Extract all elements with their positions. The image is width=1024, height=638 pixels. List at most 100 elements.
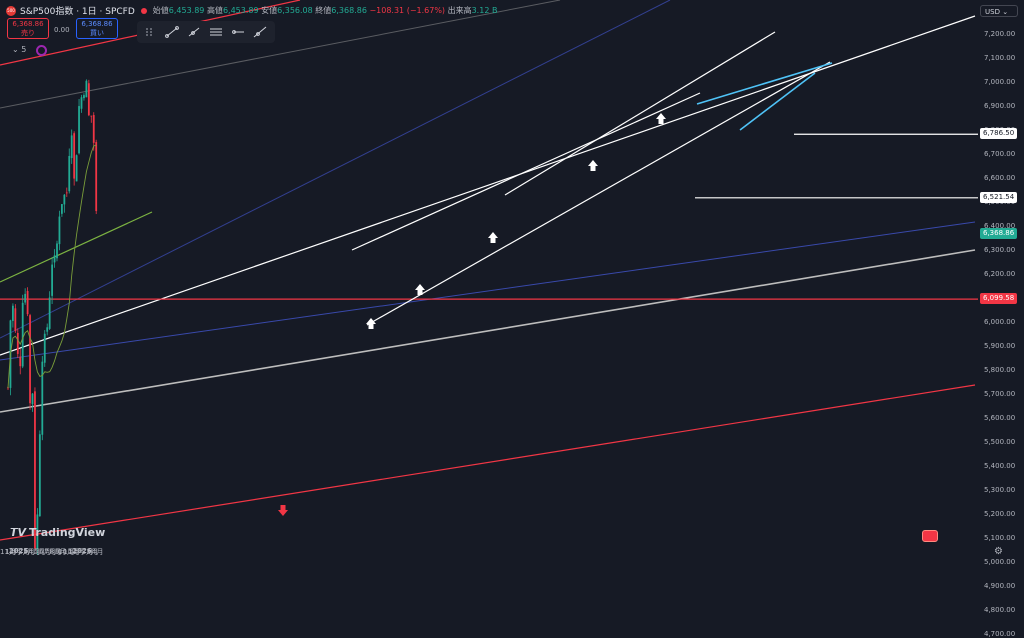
- price-chart[interactable]: [0, 0, 1024, 562]
- x-tick-label: 7月: [44, 548, 56, 556]
- y-tick-label: 6,900.00: [984, 102, 1016, 110]
- collapse-icon: ⌄: [12, 45, 22, 54]
- candle-body: [95, 142, 98, 212]
- ohlc-value: 6,453.89: [168, 6, 207, 15]
- candle-body: [75, 155, 78, 182]
- candle-body: [16, 332, 19, 354]
- chevron-down-icon: ⌄: [1002, 8, 1009, 16]
- y-tick-label: 5,500.00: [984, 438, 1016, 446]
- tv-logo-icon: 𝙏𝙑: [10, 526, 27, 539]
- candle-body: [19, 356, 22, 367]
- cyan-wedge-upper[interactable]: [696, 62, 833, 105]
- event-flag-icon[interactable]: [922, 530, 938, 542]
- market-status-dot: [140, 7, 147, 14]
- candle-body: [43, 333, 46, 363]
- candle-body: [46, 327, 49, 332]
- y-tick-label: 6,200.00: [984, 270, 1016, 278]
- x-tick-label: 3月: [86, 548, 98, 556]
- symbol-icon: 500: [6, 5, 16, 16]
- candle-body: [24, 293, 27, 303]
- up-arrow-marker-icon[interactable]: [366, 318, 376, 329]
- currency-selector[interactable]: USD ⌄: [980, 5, 1018, 17]
- candle-body: [83, 95, 85, 99]
- drag-handle-icon[interactable]: [143, 26, 157, 38]
- x-tick-label: 2月: [81, 548, 94, 556]
- ohlc-value: 3.12 B: [471, 6, 498, 15]
- steep-white-line[interactable]: [504, 31, 776, 196]
- buy-button[interactable]: 6,368.86 買い: [76, 18, 118, 39]
- x-tick-label: 2026: [72, 547, 92, 555]
- candle-body: [14, 308, 17, 331]
- y-tick-label: 4,800.00: [984, 606, 1016, 614]
- x-tick-label: 6月: [39, 548, 51, 556]
- ohlc-value: 6,368.86: [331, 6, 370, 15]
- candle-body: [29, 315, 31, 404]
- grey-support-line[interactable]: [0, 249, 976, 413]
- x-tick-label: 11月: [63, 548, 80, 556]
- chart-header: 500 S&P500指数 · 1日 · SPCFD 始値6,453.89 高値6…: [6, 4, 497, 17]
- channel-lower-line[interactable]: [366, 61, 831, 326]
- y-tick-label: 7,100.00: [984, 54, 1016, 62]
- channel-upper-line[interactable]: [351, 92, 701, 251]
- candle-body: [26, 290, 29, 315]
- price-tag: 6,099.58: [980, 293, 1018, 305]
- cyan-wedge-lower[interactable]: [739, 72, 816, 131]
- up-arrow-marker-icon[interactable]: [656, 113, 666, 124]
- down-arrow-marker-icon[interactable]: [278, 505, 288, 516]
- settings-gear-icon[interactable]: ⚙: [994, 546, 1003, 557]
- y-tick-label: 6,700.00: [984, 150, 1016, 158]
- x-tick-label: 4月: [28, 548, 40, 556]
- ray-icon[interactable]: [187, 26, 201, 38]
- extended-line-icon[interactable]: [253, 26, 267, 38]
- ohlc-value: −108.31 (−1.67%): [369, 6, 448, 15]
- ohlc-readout: 始値6,453.89 高値6,453.89 安値6,356.08 終値6,368…: [153, 5, 498, 16]
- candle-body: [53, 255, 56, 263]
- lower-blue-trendline[interactable]: [0, 221, 976, 361]
- buy-label: 買い: [90, 29, 104, 37]
- candle-body: [21, 302, 24, 367]
- y-tick-label: 5,900.00: [984, 342, 1016, 350]
- candle-body: [48, 297, 51, 329]
- indicator-count[interactable]: ⌄ 5: [12, 45, 27, 54]
- y-tick-label: 5,600.00: [984, 414, 1016, 422]
- ohlc-key: 始値: [152, 6, 169, 15]
- horizontal-ray-icon[interactable]: [231, 26, 245, 38]
- price-tag: 6,786.50: [980, 128, 1018, 140]
- buy-price: 6,368.86: [81, 20, 113, 28]
- y-tick-label: 5,400.00: [984, 462, 1016, 470]
- channel-icon[interactable]: [209, 26, 223, 38]
- candle-body: [12, 305, 14, 321]
- x-tick-label: 10月: [58, 548, 74, 556]
- sell-button[interactable]: 6,368.86 売り: [7, 18, 49, 39]
- candle-body: [78, 106, 80, 154]
- price-tag: 6,368.86: [980, 228, 1018, 240]
- long-white-trendline[interactable]: [0, 15, 976, 356]
- trend-line-icon[interactable]: [165, 26, 179, 38]
- y-tick-label: 5,000.00: [984, 558, 1016, 566]
- symbol-title[interactable]: S&P500指数 · 1日 · SPCFD: [20, 7, 135, 17]
- y-tick-label: 5,200.00: [984, 510, 1016, 518]
- upper-blue-trendline[interactable]: [0, 0, 671, 339]
- up-arrow-marker-icon[interactable]: [588, 160, 598, 171]
- moving-average-line: [7, 144, 97, 389]
- up-arrow-marker-icon[interactable]: [488, 232, 498, 243]
- sell-price: 6,368.86: [12, 20, 44, 28]
- y-tick-label: 5,700.00: [984, 390, 1016, 398]
- green-trendline[interactable]: [0, 211, 153, 283]
- upper-grey-trendline[interactable]: [0, 0, 561, 109]
- x-tick-label: 12月: [68, 548, 85, 556]
- y-tick-label: 6,300.00: [984, 246, 1016, 254]
- ohlc-key: 高値: [206, 6, 223, 15]
- x-tick-label: 4月: [91, 548, 104, 556]
- x-tick-label: 3月: [23, 548, 35, 556]
- ohlc-key: 終値: [315, 6, 332, 15]
- ohlc-key: 安値: [261, 6, 278, 15]
- candle-body: [58, 216, 61, 245]
- indicator-icon[interactable]: [36, 45, 47, 56]
- x-tick-label: 2月: [18, 548, 30, 556]
- price-tag: 6,521.54: [980, 191, 1018, 203]
- lower-red-support-line[interactable]: [0, 384, 976, 541]
- tradingview-logo[interactable]: 𝙏𝙑 TradingView: [10, 526, 106, 539]
- up-arrow-marker-icon[interactable]: [415, 284, 425, 295]
- candle-body: [41, 361, 44, 435]
